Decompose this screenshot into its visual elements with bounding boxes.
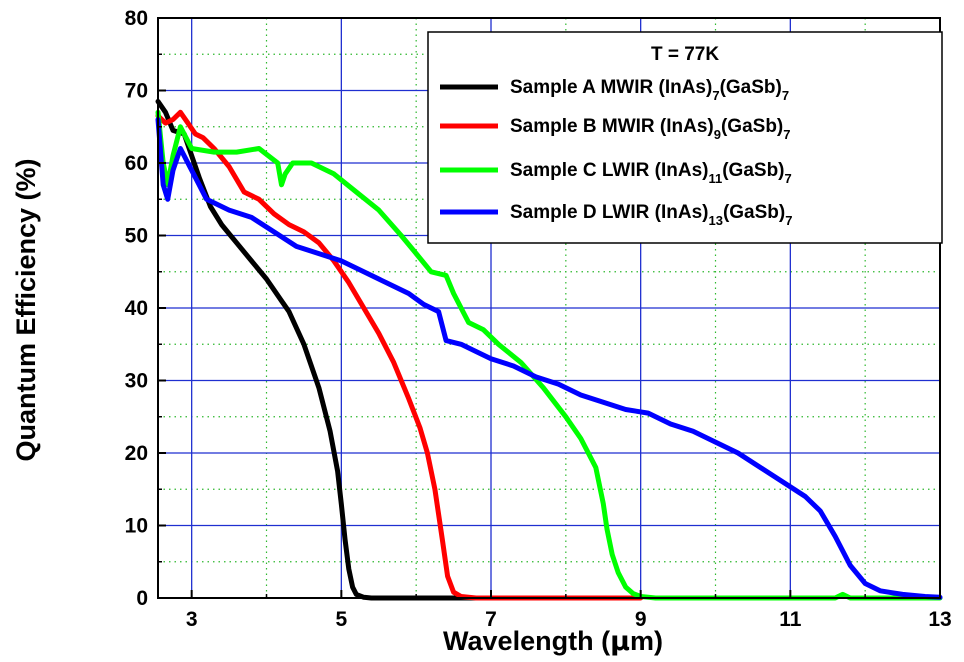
x-tick-label: 3 (186, 608, 198, 631)
legend-label-c: Sample C LWIR (InAs)11(GaSb)7 (510, 160, 792, 186)
y-tick-label: 50 (125, 225, 148, 248)
y-tick-label: 10 (125, 515, 148, 538)
y-tick-label: 60 (125, 152, 148, 175)
y-tick-label: 70 (125, 80, 148, 103)
series-line-d (155, 117, 943, 600)
legend-label-b: Sample B MWIR (InAs)9(GaSb)7 (510, 116, 790, 142)
legend-label-a: Sample A MWIR (InAs)7(GaSb)7 (510, 77, 789, 103)
x-tick-label: 13 (928, 608, 951, 631)
y-tick-label: 40 (125, 297, 148, 320)
y-tick-label: 30 (125, 370, 148, 393)
y-tick-label: 0 (136, 587, 148, 610)
y-tick-labels: 0 10 20 30 40 50 60 70 80 (125, 7, 148, 610)
y-axis-title: Quantum Efficiency (%) (11, 158, 41, 461)
legend-label-d: Sample D LWIR (InAs)13(GaSb)7 (510, 202, 792, 228)
x-tick-label: 9 (635, 608, 647, 631)
series-line-b (155, 109, 644, 601)
x-tick-label: 5 (335, 608, 347, 631)
y-tick-label: 80 (125, 7, 148, 30)
x-tick-label: 11 (779, 608, 802, 631)
x-axis-title: Wavelength (μm) (443, 626, 663, 657)
x-tick-labels: 3 5 7 9 11 13 (186, 608, 952, 631)
axis-ticks (158, 17, 941, 599)
y-tick-label: 20 (125, 442, 148, 465)
legend-title: T = 77K (651, 44, 719, 65)
legend-box (427, 31, 943, 244)
x-tick-label: 7 (485, 608, 497, 631)
legend: T = 77K Sample A MWIR (InAs)7(GaSb)7 Samp… (427, 31, 943, 244)
